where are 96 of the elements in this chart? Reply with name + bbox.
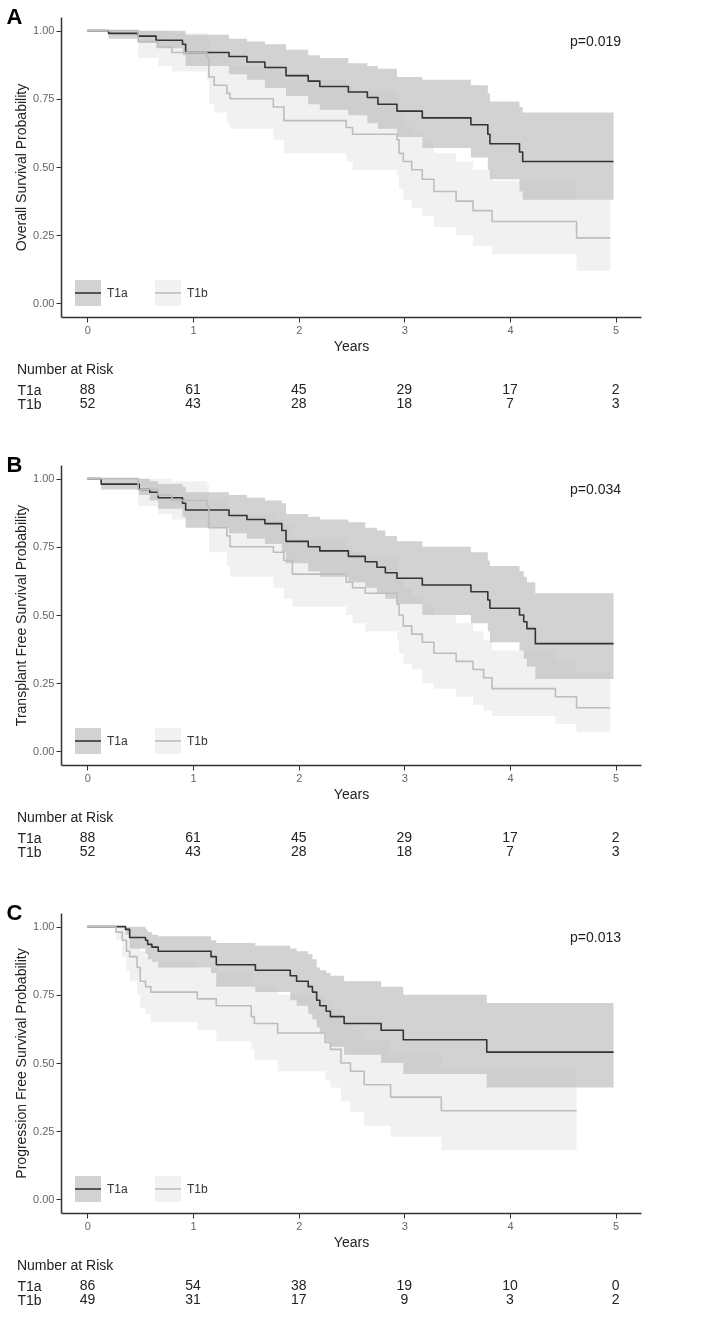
- text: 9: [400, 1291, 409, 1307]
- text: 49: [79, 1291, 96, 1307]
- annotation: p=0.019: [570, 33, 622, 49]
- x-tick-label: 0: [84, 771, 91, 784]
- x-tick-label: 5: [613, 323, 620, 336]
- y-tick-label: 0.25: [33, 1124, 55, 1137]
- text: T1b: [17, 1291, 42, 1308]
- text: 86: [79, 1277, 96, 1293]
- text: 17: [290, 1291, 307, 1307]
- x-tick-label: 4: [507, 323, 514, 336]
- text: 18: [396, 843, 413, 859]
- y-tick-label: 0.75: [33, 92, 55, 105]
- x-tick-label: 0: [84, 323, 91, 336]
- y-tick-label: 0.75: [33, 540, 55, 553]
- text: 43: [185, 395, 202, 411]
- text: T1b: [17, 843, 42, 860]
- y-axis-title: Progression Free Survival Probability: [13, 948, 30, 1179]
- chart-title: A: [6, 4, 23, 29]
- annotation: p=0.013: [570, 929, 622, 945]
- x-tick-label: 3: [401, 323, 408, 336]
- annotation: p=0.034: [570, 481, 622, 497]
- y-tick-label: 0.75: [33, 988, 55, 1001]
- text: 45: [290, 829, 307, 845]
- text: 38: [290, 1277, 307, 1293]
- x-tick-label: 1: [190, 1219, 197, 1232]
- text: 52: [79, 395, 96, 411]
- y-tick-label: 1.00: [33, 920, 55, 933]
- text: 3: [506, 1291, 515, 1307]
- legend-label: T1b: [187, 286, 208, 300]
- x-tick-label: 2: [296, 323, 303, 336]
- text: Number at Risk: [16, 361, 115, 377]
- y-tick-label: 0.50: [33, 1056, 55, 1069]
- text: 10: [502, 1277, 518, 1293]
- text: 61: [185, 381, 202, 397]
- y-tick-label: 0.00: [33, 744, 55, 757]
- x-axis-title: Years: [333, 785, 370, 802]
- x-tick-label: 5: [613, 771, 620, 784]
- text: 2: [611, 829, 620, 845]
- x-tick-label: 2: [296, 1219, 303, 1232]
- text: T1a: [17, 1277, 42, 1294]
- text: 7: [506, 395, 515, 411]
- text: 3: [611, 395, 620, 411]
- x-axis-title: Years: [333, 1233, 370, 1250]
- y-tick-label: 0.50: [33, 608, 55, 621]
- text: 45: [290, 381, 307, 397]
- text: Number at Risk: [16, 1257, 115, 1273]
- y-tick-label: 1.00: [33, 24, 55, 37]
- x-tick-label: 3: [401, 771, 408, 784]
- text: 0: [611, 1277, 620, 1293]
- x-tick-label: 1: [190, 323, 197, 336]
- text: 17: [502, 829, 518, 845]
- text: 43: [185, 843, 202, 859]
- y-axis-title: Transplant Free Survival Probability: [13, 504, 30, 727]
- text: 54: [185, 1277, 202, 1293]
- x-tick-label: 5: [613, 1219, 620, 1232]
- y-tick-label: 0.00: [33, 296, 55, 309]
- y-tick-label: 0.50: [33, 160, 55, 173]
- text: 52: [79, 843, 96, 859]
- text: T1a: [17, 381, 42, 398]
- text: Number at Risk: [16, 809, 115, 825]
- legend-label: T1b: [187, 1182, 208, 1196]
- text: 29: [396, 829, 413, 845]
- chart-title: B: [6, 452, 23, 477]
- text: 7: [506, 843, 515, 859]
- text: 18: [396, 395, 413, 411]
- text: 28: [290, 843, 307, 859]
- text: 2: [611, 381, 620, 397]
- text: 61: [185, 829, 202, 845]
- text: 2: [611, 1291, 620, 1307]
- chart-title: C: [6, 900, 23, 925]
- text: 28: [290, 395, 307, 411]
- text: 3: [611, 843, 620, 859]
- text: 17: [502, 381, 518, 397]
- x-tick-label: 1: [190, 771, 197, 784]
- y-tick-label: 0.00: [33, 1192, 55, 1205]
- legend-label: T1a: [107, 1182, 128, 1196]
- x-tick-label: 3: [401, 1219, 408, 1232]
- text: 88: [79, 829, 96, 845]
- x-tick-label: 4: [507, 771, 514, 784]
- text: 88: [79, 381, 96, 397]
- text: 29: [396, 381, 413, 397]
- legend-label: T1a: [107, 734, 128, 748]
- legend-label: T1b: [187, 734, 208, 748]
- x-tick-label: 0: [84, 1219, 91, 1232]
- text: 31: [185, 1291, 202, 1307]
- text: 19: [396, 1277, 413, 1293]
- legend-label: T1a: [107, 286, 128, 300]
- x-tick-label: 4: [507, 1219, 514, 1232]
- x-tick-label: 2: [296, 771, 303, 784]
- text: T1a: [17, 829, 42, 846]
- text: T1b: [17, 395, 42, 412]
- y-tick-label: 1.00: [33, 472, 55, 485]
- x-axis-title: Years: [333, 337, 370, 354]
- y-axis-title: Overall Survival Probability: [13, 83, 30, 252]
- y-tick-label: 0.25: [33, 228, 55, 241]
- y-tick-label: 0.25: [33, 676, 55, 689]
